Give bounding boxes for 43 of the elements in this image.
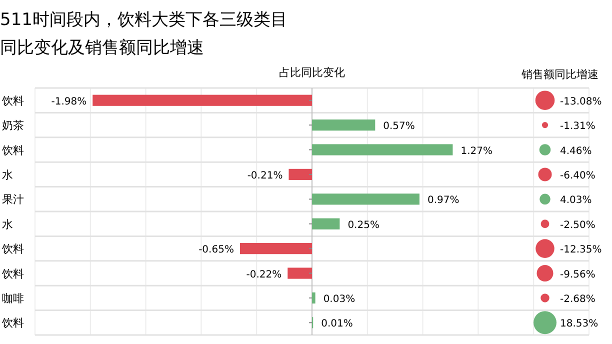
bar — [288, 168, 312, 180]
data-label: -2.68% — [560, 294, 596, 305]
data-label: -2.50% — [560, 220, 596, 231]
data-label: 4.46% — [560, 146, 592, 157]
bar — [312, 119, 376, 131]
y-tick-label: 果汁 — [2, 193, 24, 206]
bar — [312, 144, 453, 156]
data-label: 0.57% — [383, 121, 415, 132]
data-label: 4.03% — [560, 195, 592, 206]
y-tick-label: 奶茶 — [2, 119, 24, 132]
bar — [92, 94, 312, 106]
data-label: 0.25% — [348, 220, 380, 231]
y-tick-label: 饮料 — [1, 242, 24, 256]
data-label: -1.98% — [51, 96, 87, 108]
data-label: 0.03% — [323, 294, 356, 305]
text: 销售额同比增速 — [520, 68, 598, 81]
data-label: -0.22% — [246, 269, 282, 280]
data-label: 18.53% — [560, 318, 598, 330]
data-label: -0.65% — [198, 244, 234, 256]
y-tick-label: 水 — [2, 168, 13, 182]
data-label: -0.21% — [247, 170, 283, 182]
data-label: -6.40% — [560, 170, 596, 182]
y-tick-label: 咖啡 — [2, 292, 24, 305]
bar — [312, 194, 420, 205]
data-label: -1.31% — [560, 121, 596, 132]
chart-title: 511时间段内，饮料大类下各三级类目 — [0, 10, 288, 30]
chart-subtitle: 同比变化及销售额同比增速 — [0, 38, 204, 58]
data-label: 1.27% — [460, 146, 492, 157]
bar — [240, 242, 312, 254]
data-label: 0.01% — [321, 318, 353, 330]
y-tick-label: 饮料 — [1, 94, 24, 108]
bar — [312, 292, 316, 304]
y-tick-label: 水 — [2, 218, 13, 231]
y-tick-label: 饮料 — [1, 144, 24, 157]
data-label: -12.35% — [560, 244, 602, 256]
data-label: -13.08% — [560, 96, 602, 108]
data-label: 0.97% — [427, 195, 460, 206]
y-tick-label: 饮料 — [1, 267, 24, 280]
x-axis-title: 占比同比变化 — [279, 66, 345, 79]
y-tick-label: 饮料 — [1, 316, 24, 330]
data-label: -9.56% — [560, 269, 596, 280]
bar — [288, 268, 312, 279]
bar — [312, 218, 340, 230]
